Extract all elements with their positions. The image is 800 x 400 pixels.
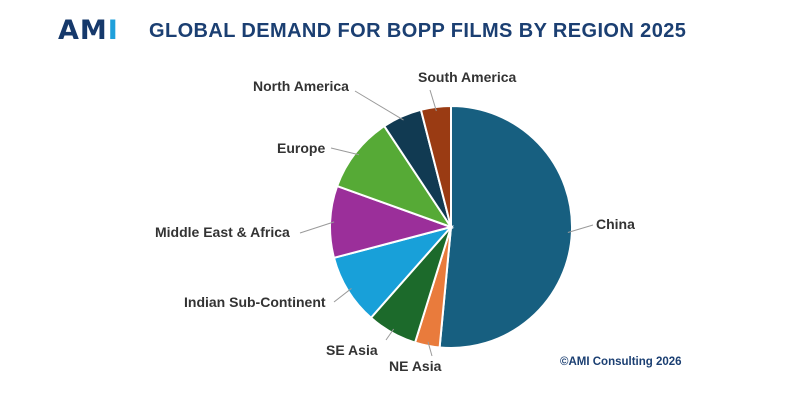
slice-labels: China NE Asia SE Asia Indian Sub-Continent M… [155,69,635,374]
leader-line-indian-sub-continent [333,288,352,303]
leader-line-middle-east-and-africa [299,221,335,234]
ami-logo-part2: I [107,15,119,46]
leader-lines [299,89,594,357]
copyright-note: ©AMI Consulting 2026 [560,356,682,368]
slice-label-ne-asia: NE Asia [389,358,442,374]
slice-south-america [419,104,452,228]
slice-label-indian-sub-continent: Indian Sub-Continent [184,294,326,310]
ami-logo-part1: AM [58,15,108,46]
leader-line-europe [330,147,360,156]
slice-label-se-asia: SE Asia [326,342,378,358]
leader-line-south-america [429,89,437,112]
slice-label-north-america: North America [253,78,349,94]
slice-label-china: China [596,216,635,232]
leader-line-china [567,224,594,233]
ami-logo: AMI [58,12,119,50]
slice-label-south-america: South America [418,69,516,85]
pie-slices [329,104,574,349]
leader-line-north-america [354,90,404,121]
chart-title: GLOBAL DEMAND FOR BOPP FILMS BY REGION 2… [149,20,687,42]
slice-label-middle-east-and-africa: Middle East & Africa [155,224,290,240]
slice-china [438,104,574,349]
leader-line-se-asia [385,328,395,341]
slice-label-europe: Europe [277,140,325,156]
slice-europe [335,124,454,229]
leader-line-ne-asia [427,341,433,357]
